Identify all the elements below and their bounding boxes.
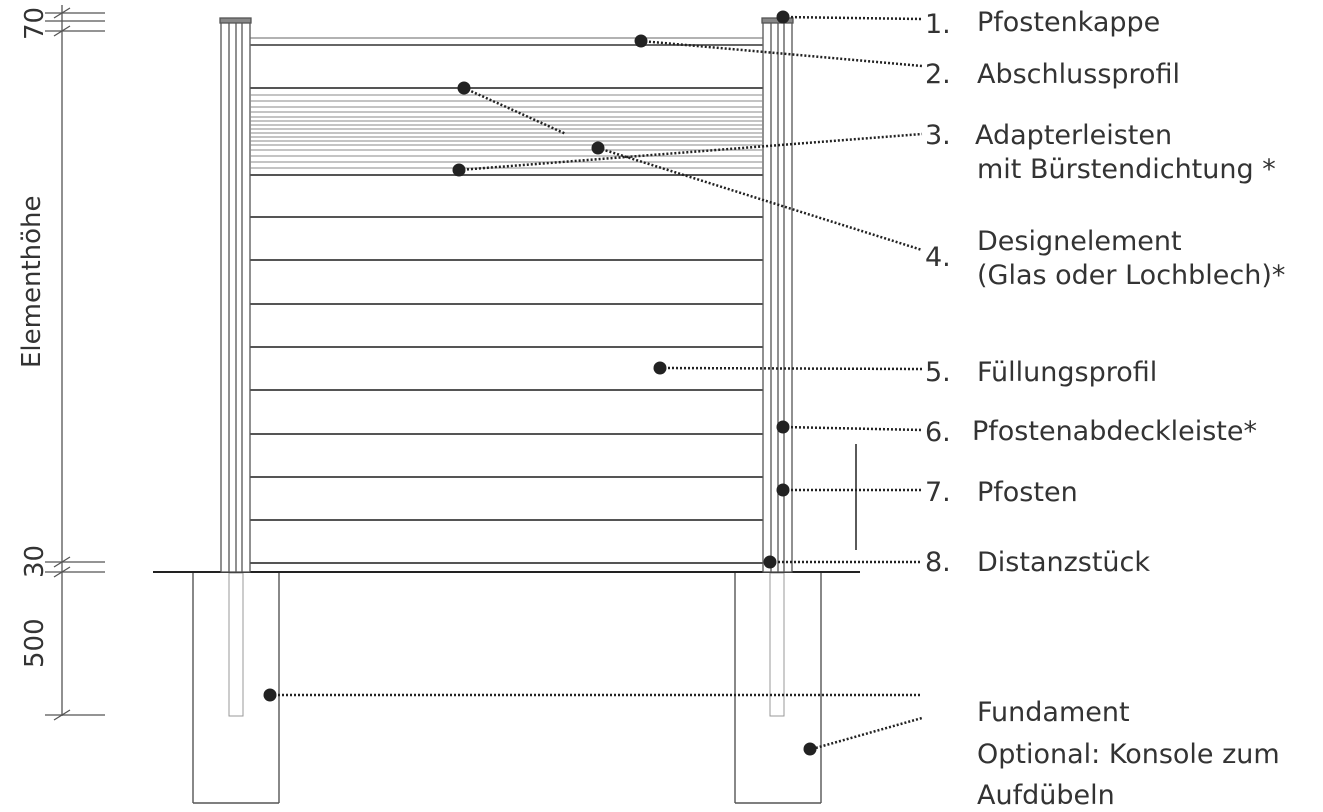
dot-post-cap [776, 10, 790, 24]
label-8-text: Distanzstück [977, 547, 1150, 578]
dim-top: 70 [20, 7, 50, 40]
foundation-left [192, 572, 280, 804]
label-6-num: 6. [925, 417, 951, 448]
dim-foundation: 500 [20, 618, 50, 668]
label-6-text: Pfostenabdeckleiste* [972, 416, 1257, 447]
label-foundation-line3: Aufdübeln [977, 780, 1115, 811]
label-8-num: 8. [925, 547, 951, 578]
dot-foundation-right [803, 742, 817, 756]
dot-adapter-top [457, 81, 471, 95]
post-left [219, 17, 252, 573]
foundation-right [734, 572, 822, 804]
label-foundation-line2: Optional: Konsole zum [977, 739, 1280, 770]
dot-top-profile [634, 34, 648, 48]
label-2-text: Abschlussprofil [977, 59, 1180, 90]
dot-design-element [591, 141, 605, 155]
marker-dots [263, 10, 817, 756]
dot-post [776, 483, 790, 497]
label-1-num: 1. [925, 9, 951, 40]
label-foundation-line1: Fundament [977, 697, 1130, 728]
dot-foundation-left [263, 688, 277, 702]
label-7-num: 7. [925, 477, 951, 508]
dot-spacer [763, 555, 777, 569]
label-5-text: Füllungsprofil [977, 357, 1157, 388]
height-label: Elementhöhe [17, 195, 47, 368]
dot-post-cover [776, 420, 790, 434]
label-3-line1: Adapterleisten [975, 120, 1172, 151]
dot-adapter-bottom [452, 163, 466, 177]
adapter-strips [250, 87, 763, 176]
leader-lines [270, 15, 923, 751]
dim-bottom: 30 [20, 545, 50, 578]
labels: 1. Pfostenkappe 2. Abschlussprofil 3. Ad… [925, 7, 1285, 811]
label-4-num: 4. [925, 242, 951, 273]
label-4-line2: (Glas oder Lochblech)* [977, 260, 1285, 291]
dot-filling-profile [653, 361, 667, 375]
label-2-num: 2. [925, 59, 951, 90]
label-5-num: 5. [925, 357, 951, 388]
post-right [761, 17, 794, 573]
dimension-scale [45, 5, 105, 721]
label-7-text: Pfosten [977, 477, 1078, 508]
label-3-line2: mit Bürstendichtung * [977, 154, 1276, 185]
label-4-line1: Designelement [977, 226, 1182, 257]
label-1-text: Pfostenkappe [977, 7, 1160, 38]
label-3-num: 3. [925, 120, 951, 151]
filling-profiles [250, 216, 763, 564]
